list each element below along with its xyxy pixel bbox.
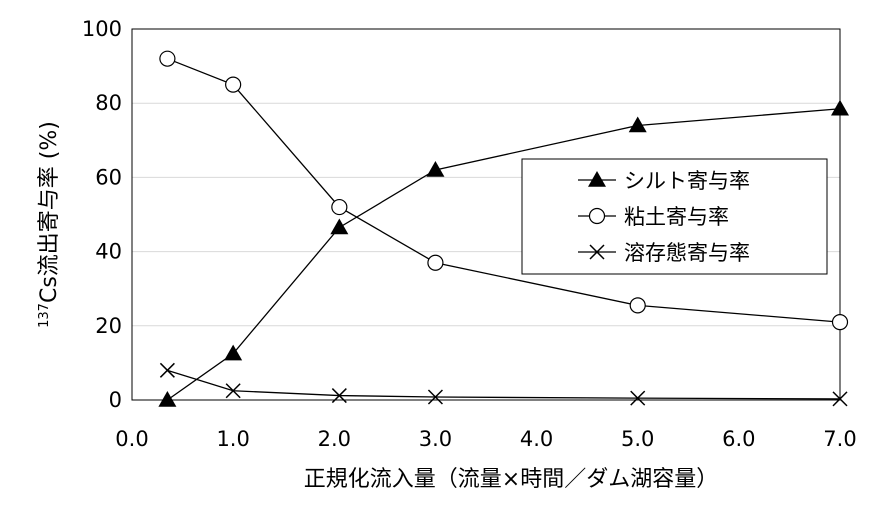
- x-marker: [331, 388, 347, 404]
- legend-label: 溶存態寄与率: [624, 241, 750, 265]
- y-tick-label: 80: [95, 91, 122, 115]
- x-marker-stroke: [832, 391, 848, 407]
- triangle-marker: [588, 171, 606, 187]
- x-tick-label: 0.0: [115, 427, 148, 451]
- legend-item: シルト寄与率: [578, 169, 750, 193]
- triangle-marker: [330, 218, 349, 235]
- x-marker: [589, 244, 605, 260]
- triangle-marker: [224, 344, 243, 361]
- x-marker: [427, 389, 443, 405]
- y-axis-tick-labels: 0 20 40 60 80 100: [82, 17, 122, 412]
- x-marker: [159, 362, 175, 378]
- y-axis-title-main: Cs流出寄与率 (%): [37, 121, 62, 303]
- series-group: [158, 50, 849, 407]
- x-axis-title: 正規化流入量（流量×時間／ダム湖容量）: [304, 467, 718, 492]
- x-marker-stroke: [159, 362, 175, 378]
- series-line: [167, 58, 841, 323]
- y-axis-title-superscript: 137: [37, 303, 52, 328]
- y-tick-label: 100: [82, 17, 122, 41]
- triangle-marker: [628, 116, 647, 133]
- legend-item: 粘土寄与率: [578, 205, 729, 229]
- series-triangle-filled: [158, 99, 849, 407]
- legend-label: 粘土寄与率: [624, 205, 729, 229]
- x-marker-stroke: [225, 383, 241, 399]
- series-x: [159, 362, 848, 407]
- circle-marker: [225, 76, 242, 93]
- x-tick-label: 5.0: [621, 427, 654, 451]
- x-marker: [832, 391, 848, 407]
- x-marker: [225, 383, 241, 399]
- triangle-marker: [831, 99, 849, 116]
- circle-marker: [831, 313, 849, 331]
- x-tick-label: 1.0: [216, 427, 249, 451]
- circle-marker: [588, 207, 606, 225]
- plot-area-border: [131, 28, 841, 401]
- circle-marker: [427, 254, 444, 271]
- series-circle-open: [159, 50, 849, 331]
- x-tick-label: 6.0: [722, 427, 755, 451]
- x-marker: [630, 390, 646, 406]
- y-tick-label: 20: [95, 314, 122, 338]
- x-marker-stroke: [589, 244, 605, 260]
- x-marker-stroke: [331, 388, 347, 404]
- x-tick-label: 7.0: [823, 427, 856, 451]
- y-axis-title: 137Cs流出寄与率 (%): [37, 121, 62, 328]
- y-tick-label: 60: [95, 165, 122, 189]
- triangle-marker: [426, 160, 445, 177]
- circle-marker: [159, 50, 176, 67]
- legend-label: シルト寄与率: [624, 169, 750, 193]
- circle-marker: [331, 198, 348, 216]
- x-tick-label: 2.0: [318, 427, 351, 451]
- triangle-marker: [158, 391, 177, 407]
- circle-marker: [629, 297, 646, 314]
- series-line: [167, 369, 841, 400]
- series-line: [167, 108, 841, 401]
- legend-box: [521, 158, 828, 275]
- x-tick-label: 3.0: [419, 427, 452, 451]
- legend-item: 溶存態寄与率: [578, 241, 750, 265]
- x-tick-label: 4.0: [520, 427, 553, 451]
- y-tick-label: 40: [95, 240, 122, 264]
- x-marker-stroke: [630, 390, 646, 406]
- y-tick-label: 0: [109, 388, 122, 412]
- x-axis-tick-labels: 0.0 1.0 2.0 3.0 4.0 5.0 6.0 7.0: [115, 427, 856, 451]
- x-marker-stroke: [427, 389, 443, 405]
